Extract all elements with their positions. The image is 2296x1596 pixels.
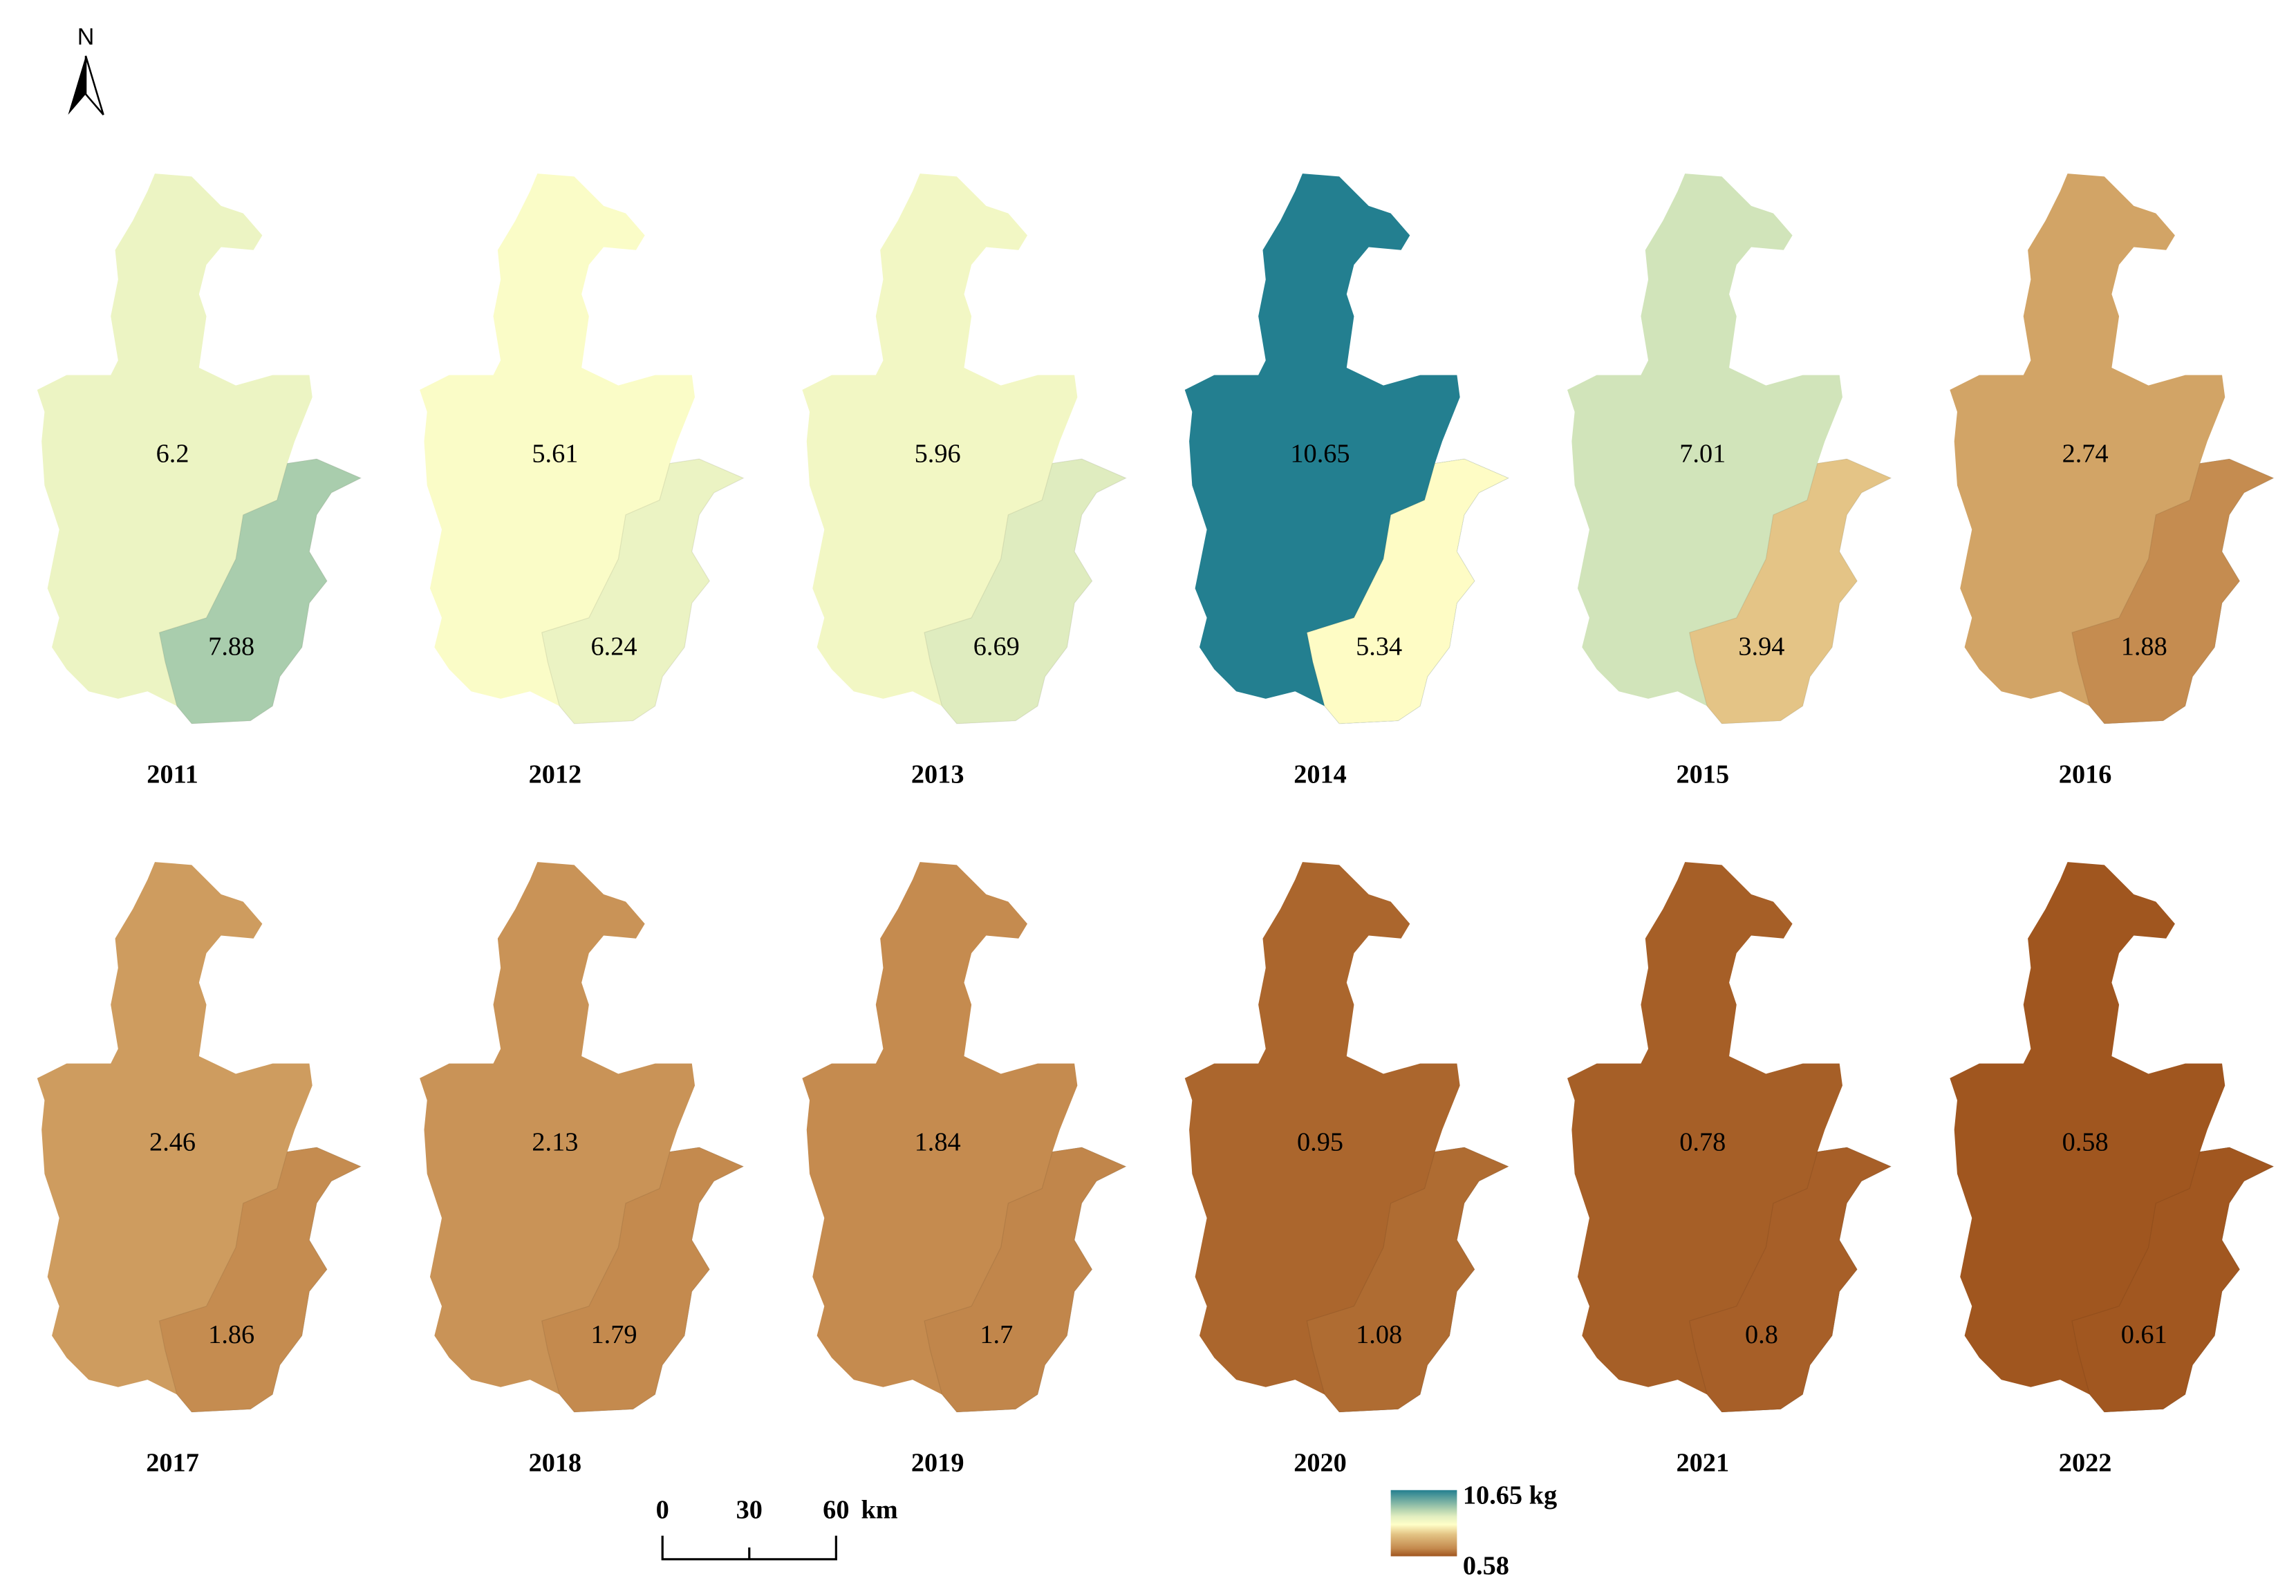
value-label: 10.65: [1290, 440, 1350, 469]
value-label: 2.13: [532, 1127, 578, 1156]
value-label: 5.96: [915, 440, 961, 469]
value-label: 0.95: [1297, 1127, 1343, 1156]
year-label: 2021: [1677, 1448, 1730, 1477]
legend-unit: kg: [1529, 1481, 1557, 1510]
value-label: 5.34: [1356, 632, 1402, 661]
value-label: 0.8: [1745, 1320, 1778, 1349]
legend-min: 0.58: [1463, 1551, 1509, 1580]
region-coast: [1306, 458, 1510, 724]
year-label: 2011: [147, 760, 198, 789]
panel: 0.58 0.61 2022: [1950, 862, 2275, 1477]
value-label: 2.74: [2062, 440, 2109, 469]
scale-label: 30: [736, 1495, 763, 1524]
year-label: 2022: [2059, 1448, 2112, 1477]
value-label: 1.7: [980, 1320, 1013, 1349]
value-label: 1.88: [2121, 632, 2167, 661]
region-coast: [2071, 1147, 2275, 1413]
arrow-right: [84, 55, 104, 115]
panel: 2.46 1.86 2017: [37, 862, 362, 1477]
value-label: 0.78: [1679, 1127, 1726, 1156]
scale-bar: 0 30 60 km: [656, 1495, 898, 1561]
year-label: 2019: [911, 1448, 964, 1477]
value-label: 1.08: [1356, 1320, 1402, 1349]
year-label: 2014: [1294, 760, 1347, 789]
panel: 5.96 6.69 2013: [802, 173, 1128, 789]
region-coast: [2071, 458, 2275, 724]
north-arrow: N: [68, 24, 104, 115]
region-coast: [1688, 1147, 1892, 1413]
region-coast: [1688, 458, 1892, 724]
year-label: 2015: [1677, 760, 1730, 789]
year-label: 2018: [529, 1448, 582, 1477]
panel: 0.95 1.08 2020: [1184, 862, 1510, 1477]
value-label: 1.79: [590, 1320, 637, 1349]
region-coast: [1306, 1147, 1510, 1413]
north-label: N: [77, 24, 95, 50]
panel: 2.74 1.88 2016: [1950, 173, 2275, 789]
panel: 7.01 3.94 2015: [1567, 173, 1892, 789]
panel: 0.78 0.8 2021: [1567, 862, 1892, 1477]
value-label: 7.88: [208, 632, 254, 661]
year-label: 2017: [146, 1448, 199, 1477]
panel: 2.13 1.79 2018: [420, 862, 745, 1477]
arrow-left: [68, 55, 86, 115]
region-coast: [924, 458, 1128, 724]
year-label: 2020: [1294, 1448, 1347, 1477]
region-coast: [924, 1147, 1128, 1413]
value-label: 7.01: [1679, 440, 1726, 469]
year-label: 2016: [2059, 760, 2112, 789]
panel: 1.84 1.7 2019: [802, 862, 1128, 1477]
year-label: 2012: [529, 760, 582, 789]
scale-label: 60: [823, 1495, 849, 1524]
value-label: 0.58: [2062, 1127, 2109, 1156]
scale-unit: km: [861, 1495, 898, 1524]
region-coast: [541, 1147, 745, 1413]
value-label: 0.61: [2121, 1320, 2167, 1349]
value-label: 5.61: [532, 440, 578, 469]
panels: 6.2 7.88 2011 5.61 6.24 2012 5.96 6.69 2013 10.65…: [37, 173, 2275, 1477]
legend-max: 10.65 kg: [1463, 1481, 1557, 1510]
panel: 6.2 7.88 2011: [37, 173, 362, 789]
region-coast: [158, 1147, 362, 1413]
legend: 10.65 kg 0.58: [1390, 1481, 1557, 1580]
value-label: 2.46: [149, 1127, 196, 1156]
value-label: 1.86: [208, 1320, 254, 1349]
value-label: 6.69: [973, 632, 1020, 661]
value-label: 3.94: [1738, 632, 1784, 661]
legend-ramp: [1390, 1490, 1457, 1557]
value-label: 6.24: [590, 632, 637, 661]
panel: 5.61 6.24 2012: [420, 173, 745, 789]
region-coast: [158, 458, 362, 724]
panel: 10.65 5.34 2014: [1184, 173, 1510, 789]
year-label: 2013: [911, 760, 964, 789]
scale-label: 0: [656, 1495, 669, 1524]
value-label: 6.2: [156, 440, 189, 469]
region-coast: [541, 458, 745, 724]
value-label: 1.84: [915, 1127, 961, 1156]
legend-max-value: 10.65: [1463, 1481, 1522, 1510]
